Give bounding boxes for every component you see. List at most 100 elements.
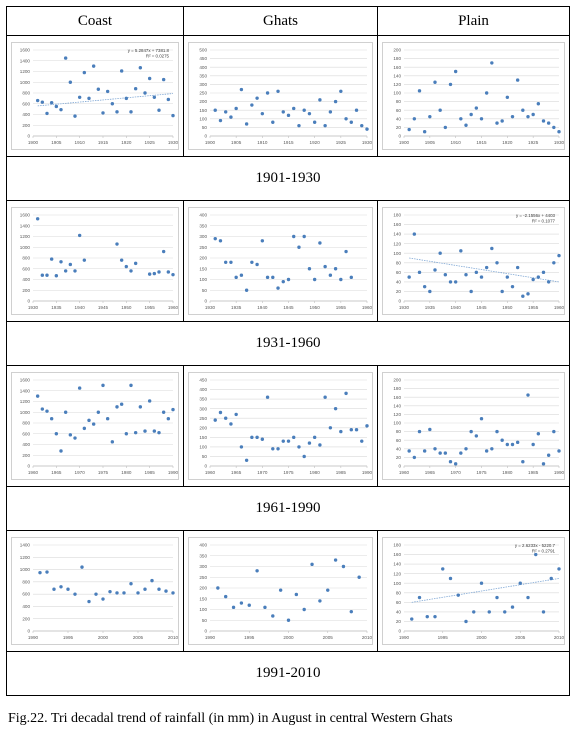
data-point (521, 108, 525, 112)
y-tick-label: 400 (199, 387, 207, 392)
chart-plain-1901-1930: 0 20 40 60 80 100 120 140 160 180 200 1900 1905 1910 1… (382, 42, 565, 150)
chart-coast-1931-1960: 0 200 400 600 800 1000 1200 1400 1600 1930 1935 194… (11, 207, 179, 315)
x-tick-label: 1915 (283, 140, 294, 145)
data-point (138, 66, 143, 70)
data-point (271, 614, 275, 618)
x-tick-label: 2005 (515, 635, 526, 640)
data-point (239, 87, 244, 92)
x-tick-label: 1965 (231, 470, 242, 475)
y-tick-label: 120 (393, 82, 401, 87)
data-point (213, 108, 217, 112)
data-point (557, 449, 561, 453)
data-point (428, 114, 432, 119)
data-point (276, 447, 280, 451)
x-tick-label: 1900 (399, 140, 410, 145)
data-point (490, 246, 494, 251)
data-point (412, 232, 417, 236)
x-tick-label: 1965 (425, 470, 436, 475)
y-tick-label: 1200 (20, 69, 31, 74)
data-point (281, 279, 285, 284)
data-point (328, 110, 333, 114)
x-tick-label: 1995 (63, 635, 74, 640)
data-point (503, 610, 507, 614)
y-tick-label: 200 (393, 378, 401, 383)
data-point (505, 275, 510, 279)
period-label-1901-1930: 1901-1930 (6, 156, 570, 201)
data-point (234, 412, 238, 417)
data-point (459, 117, 463, 121)
y-tick-label: 350 (199, 553, 207, 558)
data-point (161, 410, 166, 414)
data-point (474, 106, 479, 110)
data-point (297, 245, 301, 249)
period-label-1991-2010: 1991-2010 (6, 651, 570, 696)
data-point (541, 119, 546, 123)
data-point (339, 89, 343, 93)
trend-equation: y = 2.6233x - 5220.7 (515, 543, 556, 548)
y-tick-label: 200 (22, 123, 30, 128)
y-tick-label: 50 (202, 454, 208, 459)
trend-line (37, 93, 174, 107)
data-point (59, 585, 63, 589)
y-tick-label: 800 (22, 91, 30, 96)
figure-caption: Fig.22. Tri decadal trend of rainfall (i… (8, 711, 453, 726)
data-point (323, 123, 327, 128)
data-point (541, 610, 546, 614)
data-point (459, 249, 463, 253)
data-point (307, 267, 312, 271)
y-tick-label: 80 (396, 99, 402, 104)
data-point (479, 117, 484, 121)
data-point (339, 429, 343, 434)
data-point (286, 277, 291, 282)
data-point (59, 449, 63, 453)
data-point (96, 87, 101, 91)
data-point (344, 391, 348, 396)
data-point (484, 449, 489, 453)
x-tick-label: 1980 (121, 470, 132, 475)
data-point (323, 264, 327, 269)
y-tick-label: 200 (199, 586, 207, 591)
y-tick-label: 1400 (20, 223, 31, 228)
data-point (255, 435, 259, 440)
data-point (63, 410, 68, 414)
data-point (87, 599, 91, 604)
y-tick-label: 180 (393, 386, 401, 391)
data-point (521, 460, 525, 464)
x-tick-label: 1995 (244, 635, 255, 640)
data-point (518, 581, 522, 585)
data-point (328, 426, 333, 430)
data-point (263, 605, 267, 610)
chart-coast-1991-2010: 0 200 400 600 800 1000 1200 1400 1990 1995 2000 200… (11, 537, 179, 645)
x-tick-label: 2000 (283, 635, 294, 640)
data-point (318, 98, 322, 102)
data-point (310, 562, 314, 567)
data-point (521, 294, 525, 298)
data-point (422, 130, 427, 134)
data-point (469, 289, 473, 294)
data-point (541, 270, 546, 275)
data-point (115, 591, 119, 595)
data-point (546, 121, 551, 125)
data-point (161, 77, 166, 82)
y-tick-label: 1400 (20, 58, 31, 63)
x-tick-label: 1915 (98, 140, 109, 145)
y-tick-label: 450 (199, 378, 207, 383)
data-point (286, 113, 291, 118)
data-point (341, 564, 346, 569)
data-point (349, 609, 353, 614)
y-tick-label: 1600 (20, 378, 31, 383)
data-point (412, 455, 417, 460)
x-tick-label: 1990 (554, 470, 565, 475)
y-tick-label: 50 (202, 288, 208, 293)
data-point (152, 95, 157, 99)
x-tick-label: 1910 (75, 140, 86, 145)
x-tick-label: 1940 (451, 305, 462, 310)
data-point (294, 592, 299, 597)
data-point (73, 114, 77, 118)
data-point (38, 570, 42, 575)
data-point (349, 120, 353, 124)
data-point (323, 395, 327, 399)
data-point (119, 258, 124, 262)
data-point (138, 405, 143, 409)
x-tick-label: 1900 (205, 140, 216, 145)
